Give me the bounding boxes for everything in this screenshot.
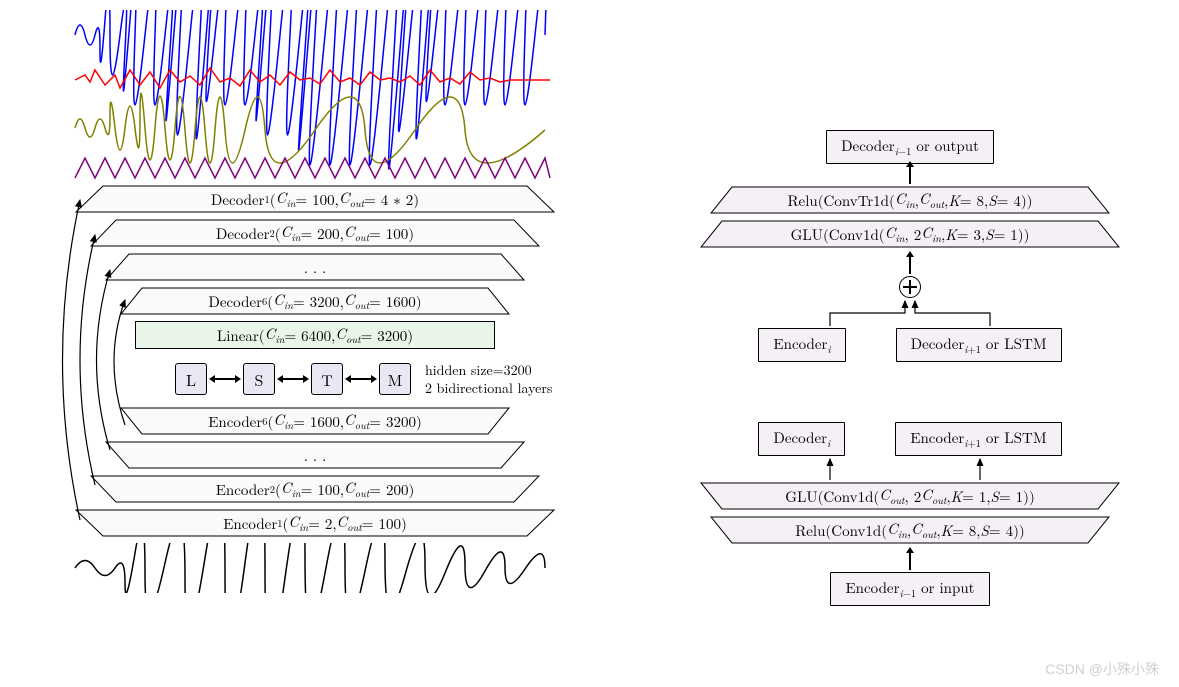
encoder-detail-diagram: Decoderi Encoderi+1 or LSTM GLU(Conv1d(C… [690, 422, 1130, 606]
lstm-cell-T: T [311, 363, 343, 395]
encoder-glu-label: GLU(Conv1d(Cout, 2Cout, K = 1, S = 1)) [700, 482, 1120, 510]
lstm-cell-M: M [379, 363, 411, 395]
encoder1-label: Encoder1(Cin = 2, Cout = 100) [75, 509, 555, 537]
encoder6-label: Encoder6(Cin = 1600, Cout = 3200) [120, 407, 510, 435]
decoder-detail-diagram: Decoderi−1 or output Relu(ConvTr1d(Cin, … [690, 130, 1130, 362]
watermark: CSDN @小殊小殊 [1045, 659, 1159, 679]
decoder2-label: Decoder2(Cin = 200, Cout = 100) [90, 219, 540, 247]
waveform-blue [75, 10, 546, 169]
decoder-dots-label: . . . [105, 253, 525, 281]
encoder-dots-label: . . . [105, 441, 525, 469]
lstm-note: hidden size=3200 2 bidirectional layers [425, 361, 552, 397]
decoder-glu-layer: GLU(Conv1d(Cin, 2Cin, K = 3, S = 1)) [700, 220, 1120, 248]
linear-layer: Linear(Cin = 6400, Cout = 3200) [135, 321, 495, 349]
encoder-dots-layer: . . . [105, 441, 525, 469]
decoder-out-box: Decoderi−1 or output [826, 130, 994, 164]
decoder6-layer: Decoder6(Cin = 3200, Cout = 1600) [120, 287, 510, 315]
lstm-cell-L: L [175, 363, 207, 395]
decoder-relu-label: Relu(ConvTr1d(Cin, Cout, K = 8, S = 4)) [710, 186, 1110, 214]
encoder-glu-layer: GLU(Conv1d(Cout, 2Cout, K = 1, S = 1)) [700, 482, 1120, 510]
architecture-diagram: Decoder1(Cin = 100, Cout = 4 ∗ 2) Decode… [20, 10, 610, 606]
decoder6-label: Decoder6(Cin = 3200, Cout = 1600) [120, 287, 510, 315]
lstm-cell-S: S [243, 363, 275, 395]
lstm-note-line2: 2 bidirectional layers [425, 379, 552, 397]
encoder2-layer: Encoder2(Cin = 100, Cout = 200) [90, 475, 540, 503]
decoder-dots-layer: . . . [105, 253, 525, 281]
encoder-relu-layer: Relu(Conv1d(Cin, Cout, K = 8, S = 4)) [710, 516, 1110, 544]
decoder1-layer: Decoder1(Cin = 100, Cout = 4 ∗ 2) [75, 185, 555, 213]
encoder6-layer: Encoder6(Cin = 1600, Cout = 3200) [120, 407, 510, 435]
encoder-in-box: Encoderi−1 or input [830, 572, 989, 606]
encoder2-label: Encoder2(Cin = 100, Cout = 200) [90, 475, 540, 503]
arrow-up-icon [909, 166, 911, 184]
output-waveforms [65, 10, 565, 185]
encoder-dec-out-box: Decoderi [758, 422, 845, 456]
split-arrows [780, 456, 1040, 482]
encoder-relu-label: Relu(Conv1d(Cin, Cout, K = 8, S = 4)) [710, 516, 1110, 544]
arrow-up-icon [909, 552, 911, 570]
arrow-up-icon [909, 256, 911, 274]
encoder1-layer: Encoder1(Cin = 2, Cout = 100) [75, 509, 555, 537]
lstm-row: L S T M hidden size=3200 2 bidirectional… [175, 361, 552, 397]
decoder-glu-label: GLU(Conv1d(Cin, 2Cin, K = 3, S = 1)) [700, 220, 1120, 248]
lstm-note-line1: hidden size=3200 [425, 361, 552, 379]
merge-arrows [780, 298, 1040, 328]
plus-circle-icon [899, 276, 921, 298]
decoder2-layer: Decoder2(Cin = 200, Cout = 100) [90, 219, 540, 247]
decoder-dec-in-box: Decoderi+1 or LSTM [896, 328, 1062, 362]
input-waveform [65, 543, 565, 593]
decoder-enc-in-box: Encoderi [758, 328, 845, 362]
decoder1-label: Decoder1(Cin = 100, Cout = 4 ∗ 2) [75, 185, 555, 213]
decoder-relu-layer: Relu(ConvTr1d(Cin, Cout, K = 8, S = 4)) [710, 186, 1110, 214]
encoder-enc-out-box: Encoderi+1 or LSTM [895, 422, 1061, 456]
